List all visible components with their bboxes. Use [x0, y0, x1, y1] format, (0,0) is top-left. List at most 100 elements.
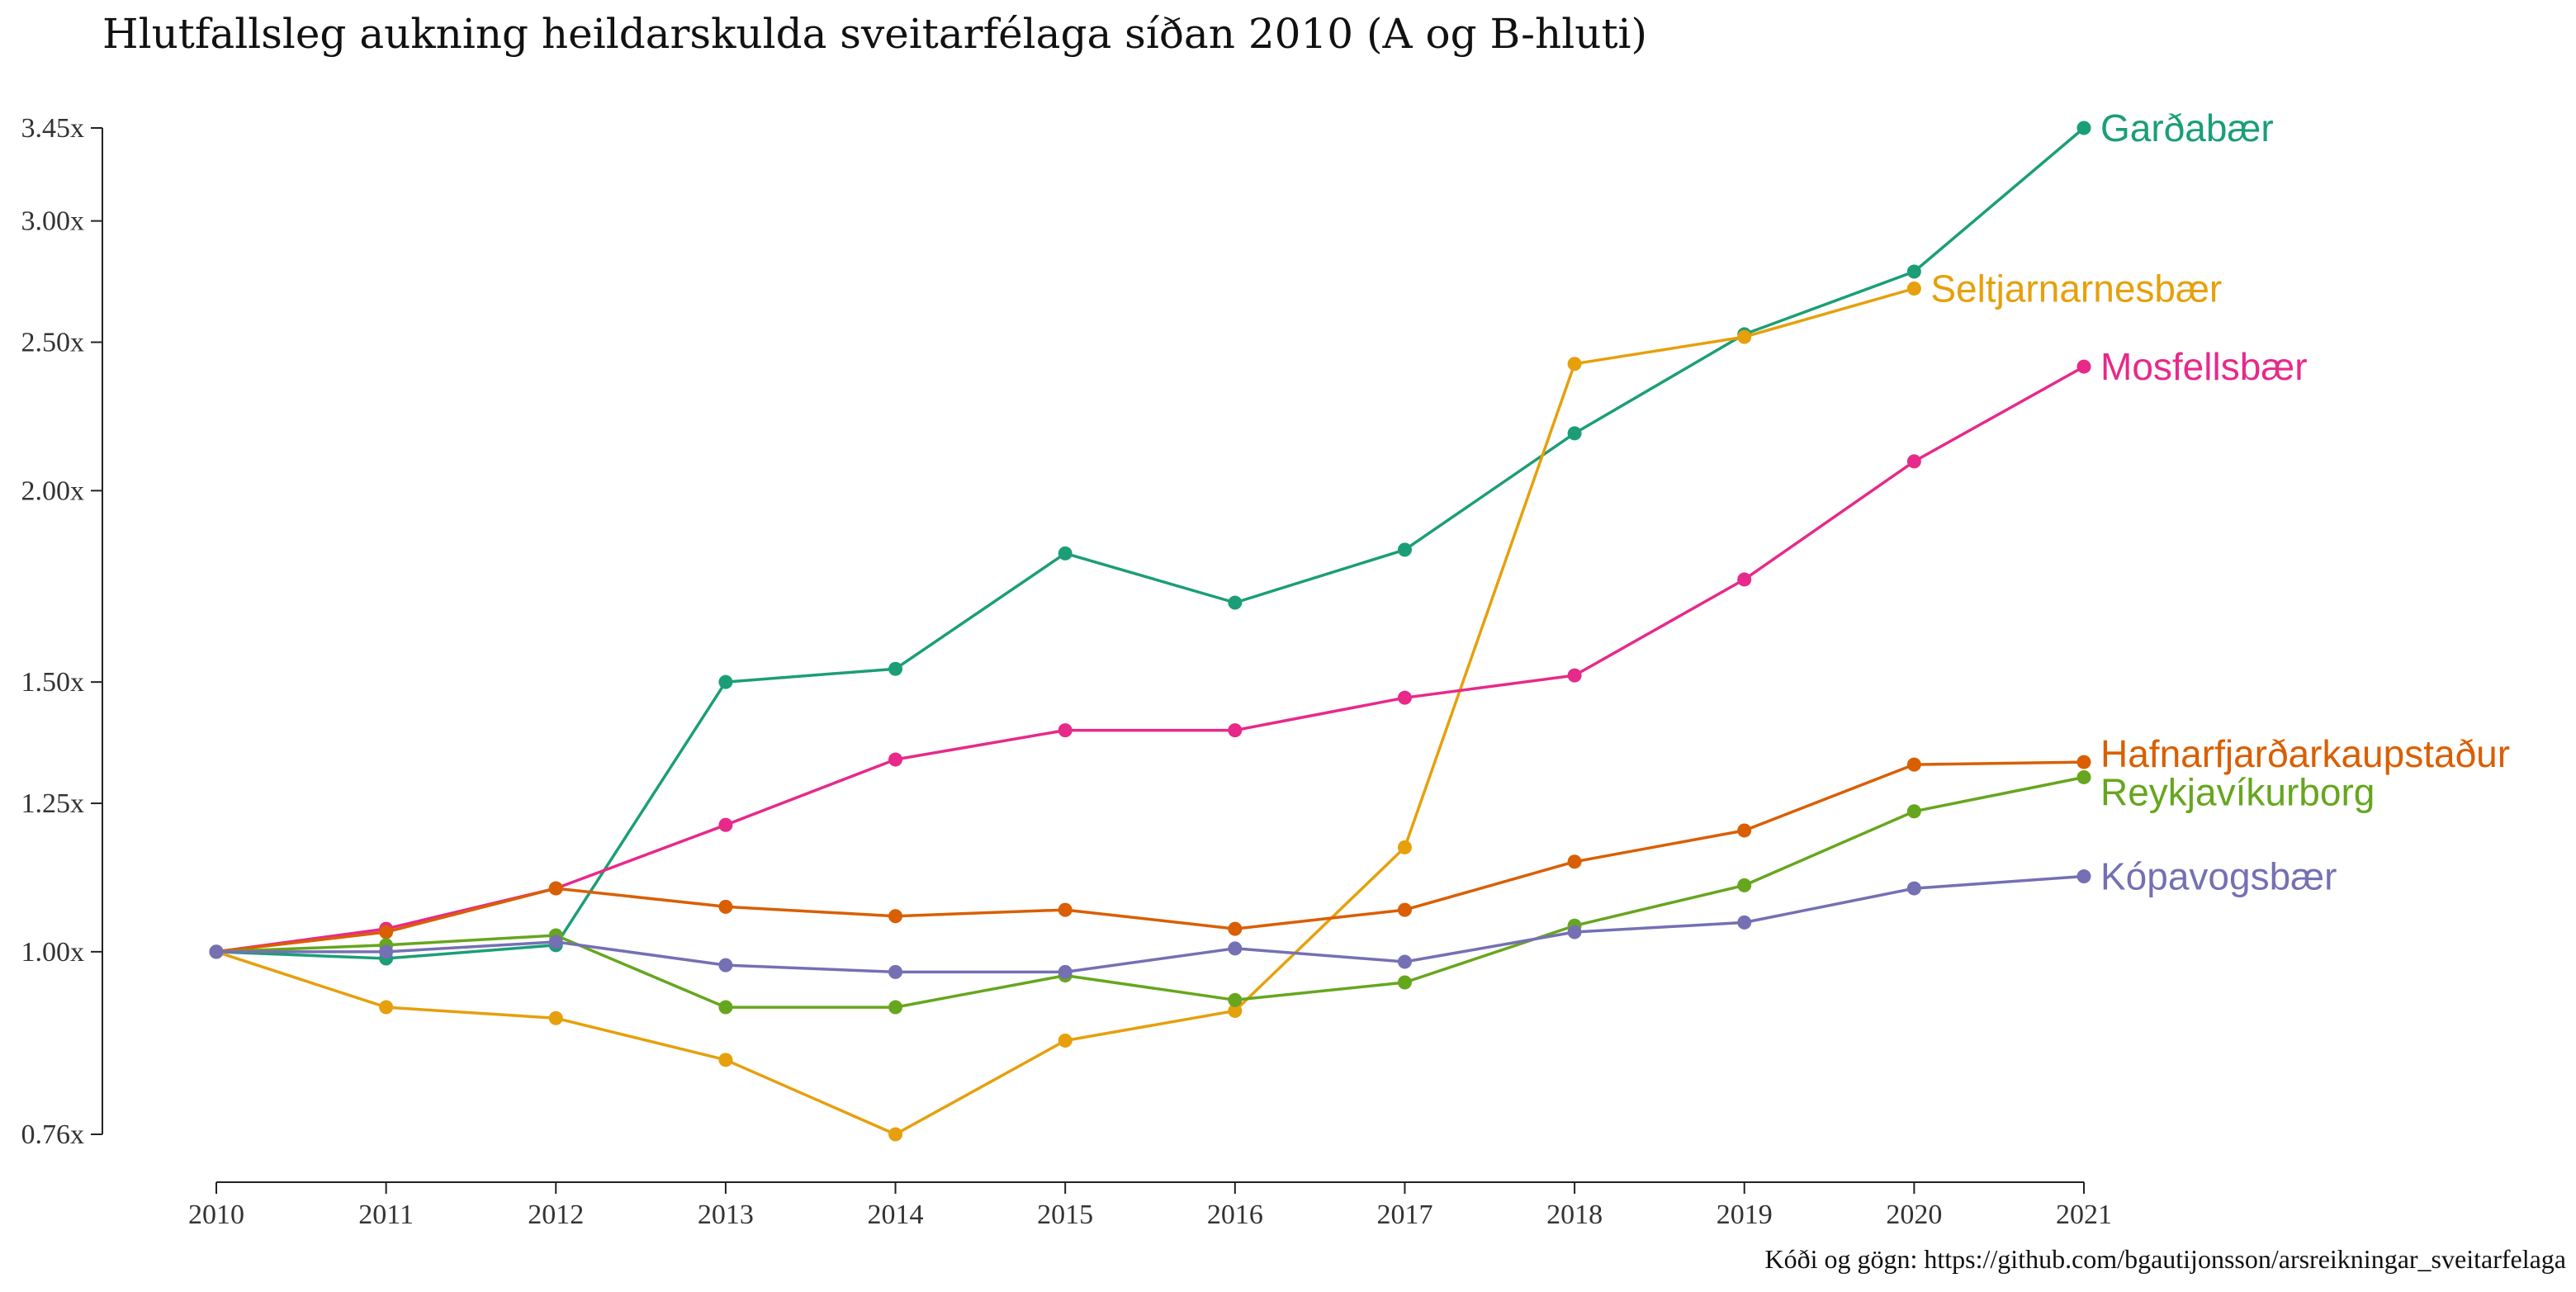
data-point — [1737, 878, 1752, 892]
data-point — [2076, 755, 2091, 769]
x-tick-label: 2015 — [1037, 1200, 1093, 1230]
data-point — [718, 1000, 733, 1015]
data-point — [2076, 359, 2091, 374]
series-5: Kópavogsbær — [209, 855, 2337, 979]
data-point — [548, 1010, 563, 1025]
series-4: Reykjavíkurborg — [209, 769, 2375, 1015]
data-point — [2076, 121, 2091, 135]
data-point — [1567, 854, 1582, 869]
data-point — [718, 899, 733, 914]
series-line — [215, 775, 2085, 1009]
data-point — [1228, 1003, 1243, 1018]
series-layer: Garðabær Seltjarnarnesbær Mosfellsbær Hafna… — [209, 106, 2510, 1142]
x-tick-label: 2021 — [2056, 1200, 2112, 1230]
data-point — [1737, 329, 1752, 344]
y-tick-label: 3.00x — [21, 206, 85, 237]
series-line — [215, 760, 2085, 954]
data-point — [718, 674, 733, 689]
data-point — [888, 909, 903, 924]
axes: 0.76x 1.00x 1.25x 1.50x 2.00x 2.50x 3.00x 3.45x… — [21, 113, 2113, 1230]
x-tick-label: 2016 — [1207, 1200, 1263, 1230]
data-point — [379, 1000, 394, 1015]
data-point — [1567, 426, 1582, 441]
y-tick-label: 1.50x — [21, 667, 85, 698]
y-tick-label: 3.45x — [21, 113, 85, 144]
series-label: Seltjarnarnesbær — [1930, 267, 2222, 310]
data-point — [1058, 1033, 1073, 1048]
x-tick-label: 2018 — [1546, 1200, 1603, 1230]
x-tick-label: 2019 — [1717, 1200, 1773, 1230]
data-point — [888, 1127, 903, 1142]
series-line — [215, 286, 1915, 1136]
data-point — [888, 752, 903, 767]
data-point — [1228, 921, 1243, 936]
series-label: Hafnarfjarðarkaupstaður — [2100, 732, 2510, 775]
series-line — [215, 126, 2086, 960]
series-3: Hafnarfjarðarkaupstaður — [209, 732, 2510, 959]
data-point — [1906, 454, 1921, 469]
series-label: Kópavogsbær — [2100, 855, 2337, 898]
data-point — [718, 817, 733, 832]
series-label: Mosfellsbær — [2100, 345, 2308, 388]
data-point — [1737, 572, 1752, 587]
y-tick-label: 1.00x — [21, 937, 85, 968]
x-tick-label: 2017 — [1376, 1200, 1432, 1230]
data-point — [1228, 992, 1243, 1007]
data-point — [379, 944, 394, 959]
data-point — [1906, 264, 1921, 279]
series-0: Garðabær — [209, 106, 2274, 966]
series-1: Seltjarnarnesbær — [209, 267, 2222, 1142]
data-point — [548, 935, 563, 949]
x-tick-label: 2010 — [188, 1200, 244, 1230]
series-line — [216, 874, 2085, 974]
data-point — [888, 661, 903, 676]
data-point — [888, 964, 903, 979]
x-tick-label: 2014 — [868, 1200, 924, 1230]
series-label: Reykjavíkurborg — [2100, 770, 2375, 813]
data-point — [888, 1000, 903, 1015]
data-point — [1737, 915, 1752, 930]
data-point — [1397, 902, 1412, 917]
data-point — [1397, 954, 1412, 969]
series-2: Mosfellsbær — [209, 345, 2308, 959]
x-tick-label: 2011 — [358, 1200, 414, 1230]
x-tick-label: 2013 — [698, 1200, 754, 1230]
data-point — [718, 958, 733, 973]
data-point — [1058, 964, 1073, 979]
x-tick-label: 2020 — [1886, 1200, 1942, 1230]
data-point — [1906, 881, 1921, 896]
data-point — [1397, 690, 1412, 705]
data-point — [1058, 546, 1073, 561]
data-point — [1906, 804, 1921, 819]
data-point — [1058, 723, 1073, 738]
y-ticks: 0.76x 1.00x 1.25x 1.50x 2.00x 2.50x 3.00x 3.45x — [21, 113, 102, 1150]
x-tick-label: 2012 — [528, 1200, 584, 1230]
data-point — [1567, 925, 1582, 939]
data-point — [548, 881, 563, 896]
y-tick-label: 0.76x — [21, 1119, 85, 1150]
data-point — [1228, 595, 1243, 610]
data-point — [2076, 869, 2091, 884]
data-point — [718, 1053, 733, 1067]
data-point — [1906, 757, 1921, 772]
y-tick-label: 1.25x — [21, 788, 85, 819]
y-tick-label: 2.50x — [21, 328, 85, 358]
data-point — [1058, 902, 1073, 917]
data-point — [1737, 823, 1752, 838]
data-point — [1906, 282, 1921, 296]
chart-title: Hlutfallsleg aukning heildarskulda sveit… — [102, 10, 1647, 58]
x-ticks: 2010 2011 2012 2013 2014 2015 2016 2017 2018 2019… — [188, 1182, 2112, 1230]
data-point — [379, 925, 394, 939]
data-point — [1567, 668, 1582, 683]
chart-caption: Kóði og gögn: https://github.com/bgautij… — [1765, 1244, 2567, 1274]
data-point — [1228, 941, 1243, 956]
data-point — [1397, 975, 1412, 990]
series-line — [215, 365, 2085, 954]
series-label: Garðabær — [2100, 106, 2274, 149]
data-point — [2076, 769, 2091, 784]
data-point — [1567, 357, 1582, 372]
data-point — [1397, 840, 1412, 854]
data-point — [1397, 542, 1412, 557]
